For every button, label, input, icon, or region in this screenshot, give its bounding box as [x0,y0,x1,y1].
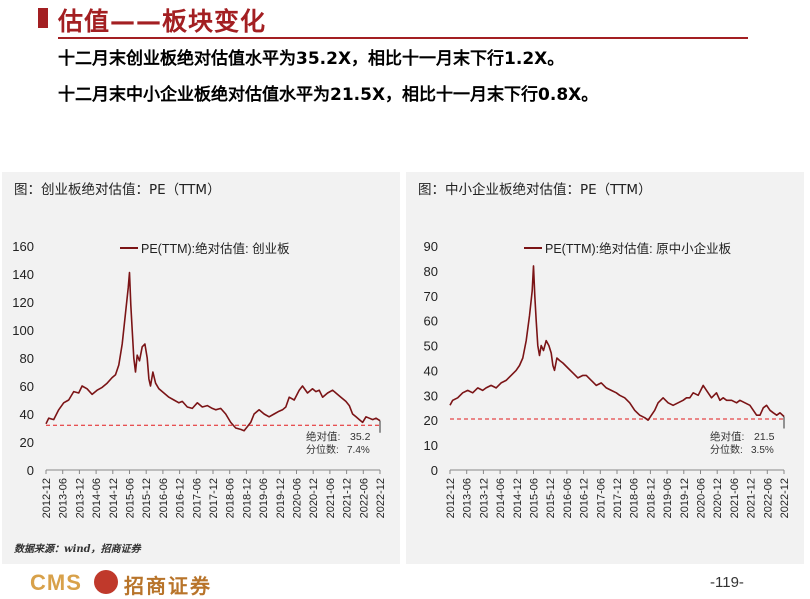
y-tick-label: 90 [424,239,438,254]
x-tick-label: 2020-06 [696,478,708,518]
x-tick-label: 2020-12 [308,478,320,518]
x-tick-label: 2019-06 [662,478,674,518]
x-tick-label: 2017-12 [612,478,624,518]
series-line [449,265,785,421]
x-tick-label: 2014-06 [91,478,103,518]
annotation-label: 绝对值: [306,430,340,443]
summary-line-2: 十二月末中小企业板绝对估值水平为21.5X，相比十一月末下行0.8X。 [58,85,599,105]
chart-panel-sme: 图：中小企业板绝对估值：PE（TTM） 0 10 20 30 40 50 60 70 80 90 2… [406,172,804,564]
company-logo: CMS 招商证券 [30,568,220,598]
chart-panel-chinext: 图：创业板绝对估值：PE（TTM） 0 20 40 60 80 100 120 140 160 2… [2,172,400,564]
x-tick-label: 2021-12 [746,478,758,518]
x-tick-label: 2015-06 [529,478,541,518]
x-tick-label: 2017-06 [595,478,607,518]
y-tick-label: 0 [431,463,438,478]
x-tick-label: 2018-12 [645,478,657,518]
y-tick-label: 40 [20,407,34,422]
y-tick-label: 80 [424,264,438,279]
x-tick-label: 2022-06 [358,478,370,518]
logo-text: CMS [30,570,82,595]
x-tick-label: 2019-12 [275,478,287,518]
y-tick-label: 30 [424,388,438,403]
annotation-value: 21.5 [754,431,775,443]
percentile-value: 3.5% [751,445,774,456]
x-tick-label: 2021-06 [729,478,741,518]
x-tick-label: 2016-12 [579,478,591,518]
x-tick-label: 2016-06 [562,478,574,518]
chart-sme-pe: 0 10 20 30 40 50 60 70 80 90 2012-12 2013-06 2013-12… [424,239,791,518]
summary-line-1: 十二月末创业板绝对估值水平为35.2X，相比十一月末下行1.2X。 [58,49,565,69]
percentile-label: 分位数: [710,443,743,456]
x-tick-label: 2013-06 [462,478,474,518]
y-tick-label: 60 [20,379,34,394]
y-tick-label: 80 [20,351,34,366]
x-tick-label: 2015-06 [125,478,137,518]
x-tick-label: 2019-06 [258,478,270,518]
x-tick-label: 2016-12 [175,478,187,518]
x-tick-label: 2021-12 [342,478,354,518]
x-tick-label: 2013-06 [58,478,70,518]
page-title: 估值——板块变化 [58,7,267,36]
y-tick-label: 160 [12,239,34,254]
logo-company-name: 招商证券 [124,574,212,598]
y-tick-label: 10 [424,438,438,453]
page-number: -119- [710,574,744,591]
y-tick-label: 60 [424,314,438,329]
x-tick-label: 2016-06 [158,478,170,518]
legend-label: PE(TTM):绝对估值: 原中小企业板 [545,241,732,256]
logo-emblem-icon [94,570,118,594]
x-tick-label: 2013-12 [478,478,490,518]
y-tick-label: 20 [20,435,34,450]
chart-title-chinext: 图：创业板绝对估值：PE（TTM） [14,182,221,198]
series-line [45,271,381,432]
chart-chinext-pe: 0 20 40 60 80 100 120 140 160 2012-12 2013-06 2013-… [12,239,387,518]
x-tick-label: 2018-06 [225,478,237,518]
x-tick-label: 2017-06 [191,478,203,518]
x-tick-label: 2012-12 [41,478,53,518]
x-tick-label: 2017-12 [208,478,220,518]
y-tick-label: 50 [424,339,438,354]
percentile-label: 分位数: [306,443,339,456]
x-tick-label: 2020-06 [292,478,304,518]
annotation-label: 绝对值: [710,430,744,443]
y-tick-label: 70 [424,289,438,304]
x-tick-label: 2022-06 [762,478,774,518]
x-tick-label: 2013-12 [74,478,86,518]
x-tick-label: 2022-12 [375,478,387,518]
x-tick-label: 2022-12 [779,478,791,518]
legend-label: PE(TTM):绝对估值: 创业板 [141,241,290,256]
y-tick-label: 20 [424,413,438,428]
x-tick-label: 2020-12 [712,478,724,518]
y-tick-label: 100 [12,323,34,338]
x-tick-label: 2014-06 [495,478,507,518]
x-tick-label: 2019-12 [679,478,691,518]
x-tick-label: 2012-12 [445,478,457,518]
y-tick-label: 140 [12,267,34,282]
chart-title-sme: 图：中小企业板绝对估值：PE（TTM） [418,182,652,198]
x-tick-label: 2014-12 [512,478,524,518]
title-divider [58,37,748,39]
x-tick-label: 2014-12 [108,478,120,518]
x-tick-label: 2018-06 [629,478,641,518]
percentile-value: 7.4% [347,445,370,456]
x-tick-label: 2015-12 [141,478,153,518]
title-accent-bar [38,8,48,28]
y-tick-label: 40 [424,363,438,378]
x-tick-label: 2015-12 [545,478,557,518]
x-tick-label: 2018-12 [241,478,253,518]
data-source: 数据来源：wind，招商证券 [14,544,141,555]
annotation-value: 35.2 [350,431,371,443]
x-tick-label: 2021-06 [325,478,337,518]
y-tick-label: 0 [27,463,34,478]
y-tick-label: 120 [12,295,34,310]
